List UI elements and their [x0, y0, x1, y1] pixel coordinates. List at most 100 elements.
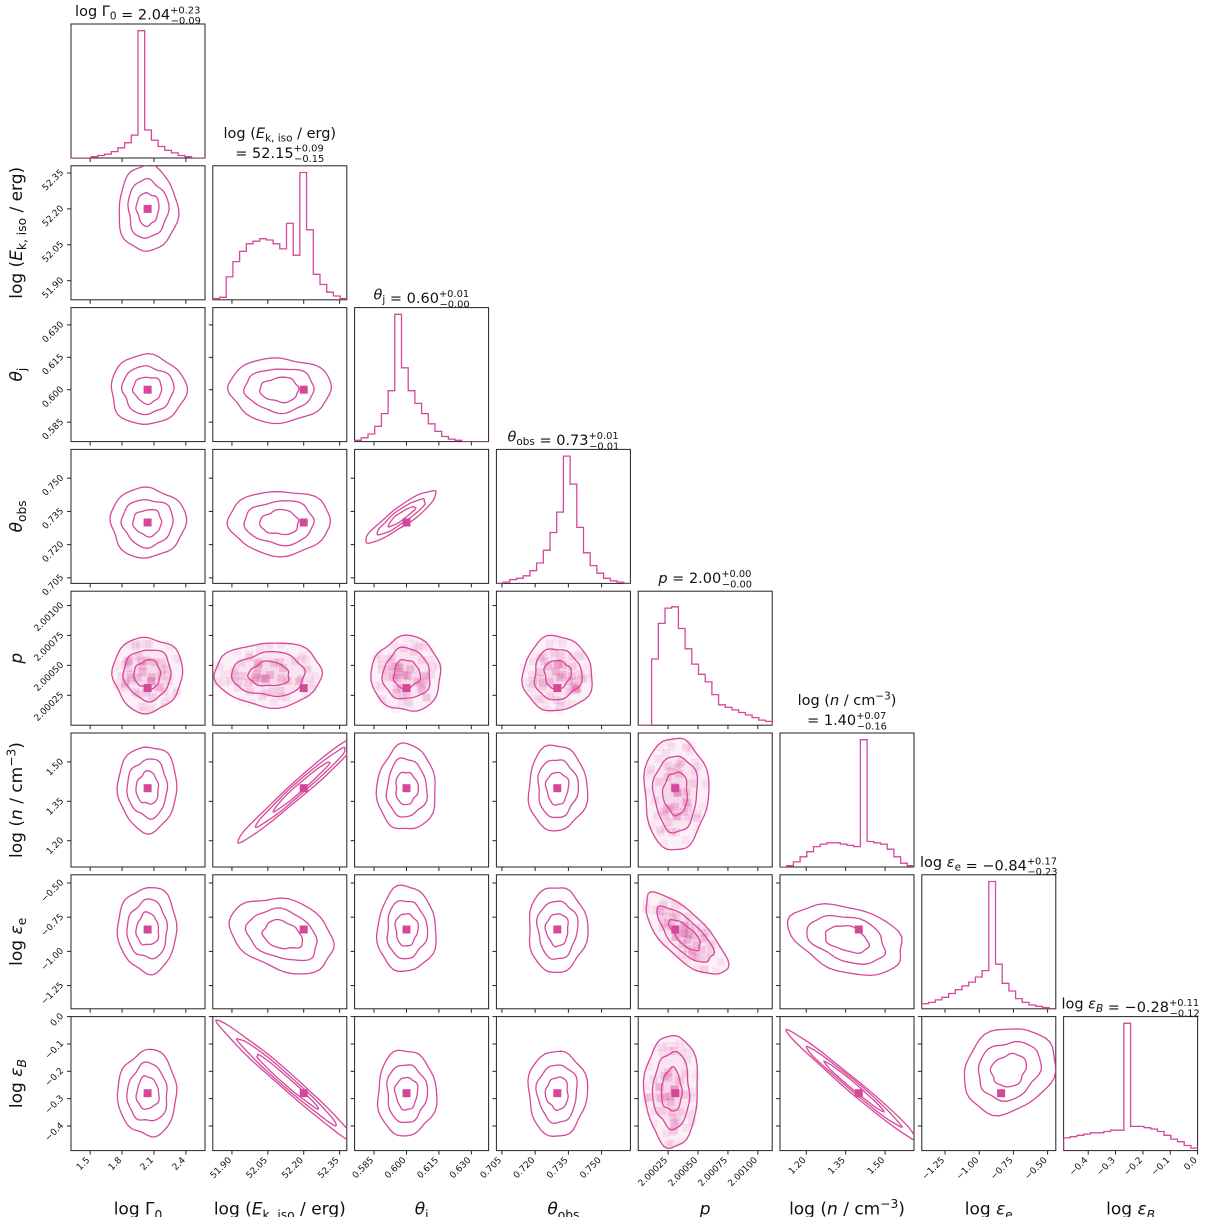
- best-fit-marker: [402, 518, 411, 527]
- contour: [375, 884, 437, 972]
- contour: [392, 658, 422, 690]
- contour: [376, 1049, 438, 1137]
- panel-to-ee: [492, 874, 631, 1013]
- x-tick-label: 2.00050: [667, 1155, 701, 1189]
- x-tick-label: 0.0: [1183, 1155, 1200, 1172]
- contour: [385, 757, 428, 818]
- panel-p-ln: [634, 732, 773, 871]
- contour: [116, 746, 178, 835]
- x-tick-label: 52.20: [281, 1155, 306, 1180]
- contour: [127, 177, 170, 239]
- best-fit-marker: [143, 925, 152, 934]
- axis-labels: log Γ0 log (Ek, iso / erg) θj θobs p log (n /…: [5, 167, 1156, 1217]
- contour: [395, 771, 420, 806]
- contour: [989, 1052, 1028, 1088]
- panel-lg0-ee: [67, 874, 206, 1013]
- panel-to-eb: [492, 1016, 631, 1155]
- x-axis-label-ek: log (Ek, iso / erg): [214, 1200, 346, 1217]
- histogram-tj: [354, 313, 489, 442]
- contour: [228, 897, 335, 975]
- x-axis-label-to: θobs: [547, 1200, 579, 1217]
- y-tick-label: 0.750: [41, 473, 66, 498]
- contour: [528, 887, 589, 974]
- contour: [126, 758, 169, 820]
- contour: [261, 918, 304, 950]
- best-fit-marker: [143, 204, 152, 213]
- histogram-ek: [212, 171, 347, 300]
- contour: [244, 907, 318, 962]
- title-eb: log εB = −0.28+0.11 −0.12: [1061, 997, 1199, 1020]
- panel-ee-ee: [921, 874, 1057, 1013]
- title-tj: θj = 0.60+0.01 −0.00: [373, 288, 469, 311]
- panel-lg0-tj: [67, 307, 206, 446]
- panels: [67, 23, 1199, 1155]
- panel-lg0-to: [67, 448, 206, 588]
- title-name-ek: log (Ek, iso / erg): [224, 126, 337, 145]
- y-tick-label: 52.20: [41, 204, 66, 229]
- panel-ek-tj: [208, 307, 348, 446]
- contour: [387, 506, 417, 528]
- contour: [230, 650, 306, 698]
- y-tick-label: 0.705: [41, 573, 66, 598]
- panel-tj-tj: [354, 307, 490, 446]
- best-fit-marker: [299, 518, 308, 527]
- y-tick-label: 2.00050: [33, 660, 67, 694]
- histogram-to: [496, 455, 631, 584]
- y-tick-label: −0.75: [40, 912, 67, 939]
- contour: [109, 486, 188, 559]
- y-tick-label: −1.25: [40, 981, 67, 1008]
- y-tick-label: 0.0: [49, 1011, 66, 1028]
- y-tick-label: 0.720: [41, 539, 66, 564]
- contour: [120, 365, 175, 416]
- contour: [133, 658, 162, 690]
- panel-p-p: [637, 590, 773, 730]
- panel-titles: log Γ0 = 2.04+0.23 −0.09 log (Ek, iso / er…: [75, 4, 1200, 1020]
- title-p: p = 2.00+0.00 −0.00: [657, 569, 752, 590]
- panel-tj-p: [350, 590, 490, 730]
- contour: [785, 1028, 914, 1141]
- contour: [110, 352, 189, 425]
- y-tick-label: 2.00025: [33, 690, 66, 723]
- contour: [376, 498, 426, 536]
- contour: [135, 1075, 160, 1110]
- contour: [393, 1076, 419, 1111]
- contour: [645, 891, 730, 975]
- histogram-eb: [1063, 1022, 1198, 1151]
- contour: [537, 759, 580, 819]
- x-tick-label: 0.585: [351, 1156, 376, 1181]
- contour: [394, 912, 419, 947]
- y-tick-label: 0.630: [41, 320, 66, 345]
- y-tick-label: 52.35: [41, 168, 66, 193]
- panel-eb-eb: [1063, 1016, 1199, 1155]
- contour: [226, 491, 332, 558]
- title-to: θobs = 0.73+0.01 −0.01: [508, 429, 620, 452]
- y-tick-label: 0.615: [41, 352, 66, 377]
- panel-lg0-ek: [67, 165, 206, 304]
- x-tick-label: 1.5: [75, 1156, 92, 1173]
- contour: [786, 903, 903, 977]
- panel-lg0-ln: [67, 732, 206, 871]
- x-tick-label: 1.8: [107, 1155, 124, 1172]
- contour: [822, 1060, 885, 1113]
- x-tick-label: 2.4: [171, 1155, 188, 1172]
- best-fit-marker: [143, 518, 152, 527]
- contour: [272, 761, 331, 813]
- panel-to-ln: [492, 732, 631, 871]
- y-tick-label: −0.1: [44, 1039, 67, 1062]
- panel-ek-ee: [208, 874, 348, 1013]
- x-tick-label: −0.4: [1068, 1155, 1091, 1178]
- x-tick-label: 1.35: [827, 1156, 848, 1177]
- contour: [214, 1019, 347, 1140]
- histogram-ee: [921, 880, 1056, 1009]
- histogram-p: [638, 606, 773, 726]
- y-tick-label: 0.585: [41, 417, 66, 442]
- x-tick-label: 51.90: [209, 1155, 234, 1180]
- contour: [386, 899, 429, 960]
- histogram-ln: [780, 739, 914, 867]
- y-tick-label: 52.05: [41, 240, 66, 265]
- contour: [122, 649, 172, 703]
- best-fit-marker: [299, 925, 308, 934]
- contour: [386, 1064, 429, 1124]
- contour: [259, 508, 300, 536]
- contour: [118, 165, 180, 252]
